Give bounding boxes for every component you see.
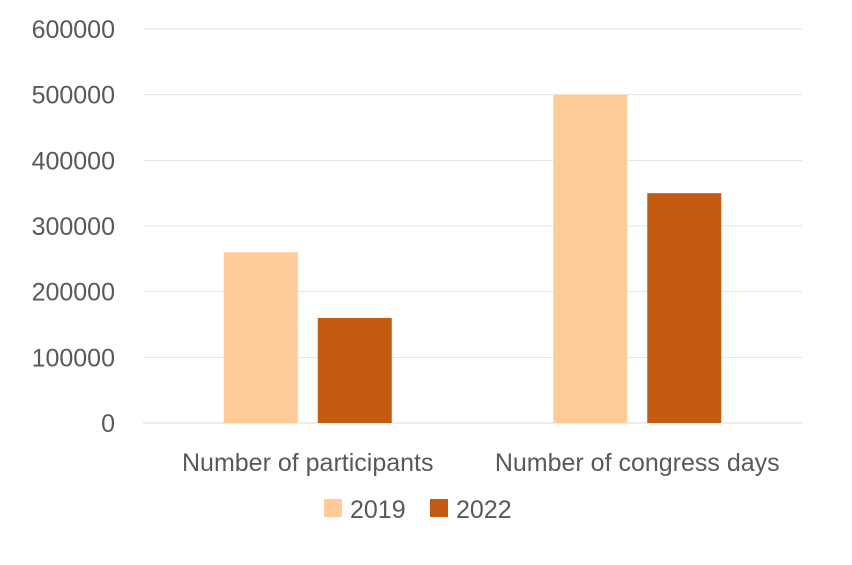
y-tick-label: 500000: [32, 82, 115, 110]
bar-2019-participants: [223, 252, 298, 423]
x-category-label: Number of congress days: [495, 449, 780, 477]
bar-2019-congress-days: [553, 94, 628, 424]
legend: 2019 2022: [324, 496, 512, 524]
x-axis-category-labels: Number of participants Number of congress…: [182, 449, 780, 477]
legend-label: 2022: [456, 496, 512, 524]
y-tick-label: 200000: [32, 279, 115, 307]
bars: [223, 94, 722, 424]
y-axis-tick-labels: 0 100000 200000 300000 400000 500000 600000: [32, 16, 115, 438]
y-tick-label: 0: [101, 410, 115, 438]
y-tick-label: 300000: [32, 213, 115, 241]
bar-2022-congress-days: [647, 193, 722, 423]
legend-label: 2019: [350, 496, 406, 524]
legend-swatch-2019: [324, 499, 342, 517]
legend-swatch-2022: [430, 499, 448, 517]
y-tick-label: 600000: [32, 16, 115, 44]
x-category-label: Number of participants: [182, 449, 434, 477]
bar-2022-participants: [317, 317, 392, 423]
y-tick-label: 400000: [32, 147, 115, 175]
y-tick-label: 100000: [32, 344, 115, 372]
